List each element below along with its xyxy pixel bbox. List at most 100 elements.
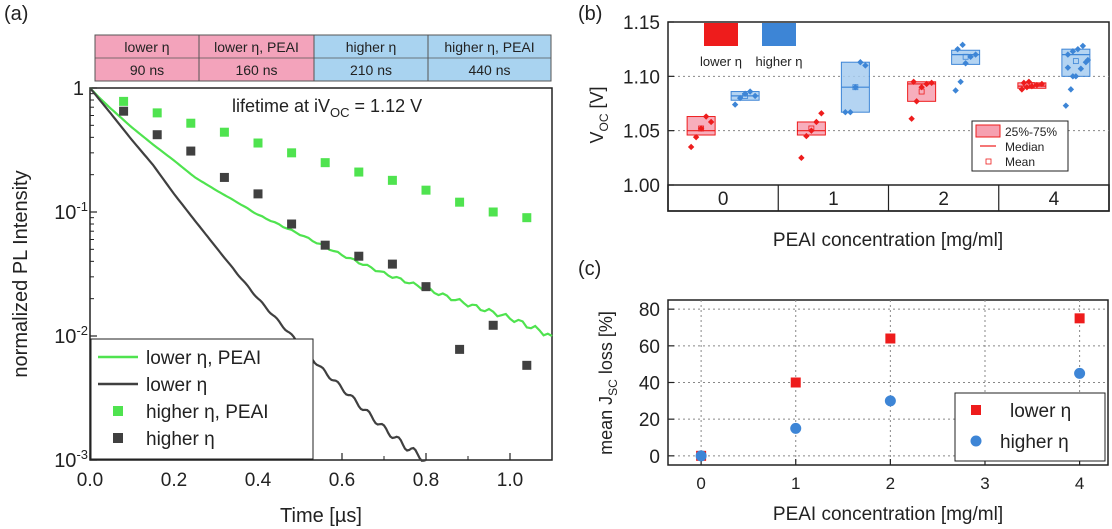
data-point-higher xyxy=(847,108,854,116)
data-point-lower xyxy=(1038,80,1046,88)
data-point-higher-eta-peai xyxy=(219,127,229,137)
data-point-higher xyxy=(962,60,969,67)
x-tick-label-a: 0.8 xyxy=(413,470,439,491)
data-point-higher xyxy=(736,94,744,102)
data-point-higher-eta xyxy=(152,130,162,140)
x-tick-label-c: 3 xyxy=(980,474,989,493)
x-tick-label-c: 1 xyxy=(791,474,800,493)
marks-a xyxy=(89,87,553,462)
data-point-higher xyxy=(1069,48,1077,55)
data-point-higher-eta xyxy=(119,106,129,116)
legend-a-marker-swatch xyxy=(113,406,123,416)
panel-b: (b) 1.00 1.05 1.10 1.15 0 1 2 4 PEAI concentrat… xyxy=(578,3,1110,251)
data-point-lower xyxy=(910,78,917,85)
lifetime-label: higher η xyxy=(346,39,397,55)
data-point-lower xyxy=(908,115,915,122)
data-point-higher xyxy=(1064,64,1072,71)
legend-b-median-label: Median xyxy=(1005,140,1044,154)
y-axis-label-a: normalized PL Intensity xyxy=(10,170,32,377)
data-point-higher-eta-peai xyxy=(354,167,364,177)
data-point-higher xyxy=(842,108,849,116)
data-point-higher-eta-peai xyxy=(522,213,532,223)
data-point-higher-eta-peai xyxy=(455,197,465,207)
legend-a: lower η, PEAI lower η higher η, PEAI higher… xyxy=(90,338,314,460)
panel-a-label: (a) xyxy=(4,3,28,25)
data-point-higher xyxy=(1069,73,1077,80)
panel-c: (c) 0 20 40 60 80 0 1 2 3 4 PEAI concentration [m… xyxy=(578,258,1109,525)
panel-a: (a) lower η 90 ns lower η, PEAI 160 ns highe… xyxy=(4,3,553,527)
data-point-higher xyxy=(972,51,979,58)
y-tick-label-a: 10-2 xyxy=(54,323,88,348)
legend-a-label: lower η, PEAI xyxy=(146,348,261,369)
legend-c-box xyxy=(954,392,1106,462)
data-point-higher xyxy=(751,92,759,100)
x-axis-label-b: PEAI concentration [mg/ml] xyxy=(773,230,1003,251)
data-point-lower xyxy=(1033,81,1041,89)
legend-a-box xyxy=(90,338,314,460)
data-point-lower-eta xyxy=(1074,313,1085,324)
data-point-lower xyxy=(707,118,715,126)
data-point-lower xyxy=(803,132,810,140)
legend-b-mean-swatch xyxy=(985,158,992,165)
data-point-higher xyxy=(1062,102,1070,109)
data-point-lower xyxy=(808,127,815,134)
data-point-higher xyxy=(1064,51,1072,58)
x-axis-label-c: PEAI concentration [mg/ml] xyxy=(773,504,1003,525)
data-point-higher-eta xyxy=(884,395,896,407)
legend-a-label: lower η xyxy=(146,375,207,396)
y-tick-label-b: 1.05 xyxy=(623,122,660,143)
legend-b-swatch xyxy=(762,23,796,46)
lifetime-value: 210 ns xyxy=(350,62,392,78)
y-tick-label-c: 40 xyxy=(639,374,660,395)
x-tick-label-c: 4 xyxy=(1075,474,1084,493)
axes-a: 0.0 0.2 0.4 0.6 0.8 1.0 1 10-1 10-2 10-3 xyxy=(54,78,523,491)
data-point-higher xyxy=(1077,65,1085,72)
lifetime-label: higher η, PEAI xyxy=(444,39,534,55)
data-point-higher-eta xyxy=(387,259,397,269)
panel-c-label: (c) xyxy=(578,258,601,280)
lifetime-table: lower η 90 ns lower η, PEAI 160 ns higher η 2… xyxy=(94,34,552,82)
data-point-higher-eta-peai xyxy=(320,158,330,168)
data-point-higher-eta xyxy=(186,146,196,156)
data-point-higher-eta xyxy=(695,450,707,462)
data-point-higher-eta xyxy=(1074,367,1086,379)
legend-c-swatch xyxy=(970,435,982,447)
data-point-higher-eta xyxy=(253,189,263,199)
y-axis-label-c: mean JSC loss [%] xyxy=(596,311,620,455)
series-line-lower-eta xyxy=(89,87,427,462)
data-point-lower xyxy=(1025,78,1033,85)
data-point-higher-eta xyxy=(320,240,330,250)
legend-b-label: lower η xyxy=(700,54,742,69)
data-point-higher-eta-peai xyxy=(152,108,162,118)
legend-c-label: lower η xyxy=(1010,401,1071,422)
panel-b-label: (b) xyxy=(578,3,602,25)
data-point-lower xyxy=(818,110,825,117)
data-point-higher-eta-peai xyxy=(253,138,263,148)
x-axis-label-a: Time [µs] xyxy=(280,505,362,527)
x-tick-label-a: 0.2 xyxy=(161,470,187,491)
category-label-b: 4 xyxy=(1049,189,1060,210)
lifetime-value: 440 ns xyxy=(468,62,510,78)
data-point-lower-eta xyxy=(885,333,896,344)
y-tick-label-c: 60 xyxy=(639,337,660,358)
data-point-higher-eta-peai xyxy=(488,207,498,217)
data-point-lower xyxy=(1018,86,1026,93)
legend-b-mean-label: Mean xyxy=(1005,155,1035,169)
data-point-higher xyxy=(741,90,749,97)
marks-b xyxy=(686,41,1092,162)
data-point-higher-eta xyxy=(354,251,364,261)
data-point-higher-eta-peai xyxy=(186,118,196,128)
data-point-higher xyxy=(862,62,869,69)
y-tick-label-c: 0 xyxy=(649,447,660,468)
data-point-higher xyxy=(967,53,974,60)
data-point-higher-eta xyxy=(488,320,498,330)
marks-c xyxy=(695,313,1086,462)
data-point-higher xyxy=(1067,86,1075,93)
data-point-higher xyxy=(857,59,864,66)
data-point-lower xyxy=(928,79,935,87)
data-point-lower xyxy=(687,143,695,151)
lifetime-annotation: lifetime at iVOC = 1.12 V xyxy=(232,96,422,120)
data-point-lower xyxy=(813,118,820,126)
x-tick-label-a: 1.0 xyxy=(497,470,523,491)
data-point-lower xyxy=(798,154,805,162)
